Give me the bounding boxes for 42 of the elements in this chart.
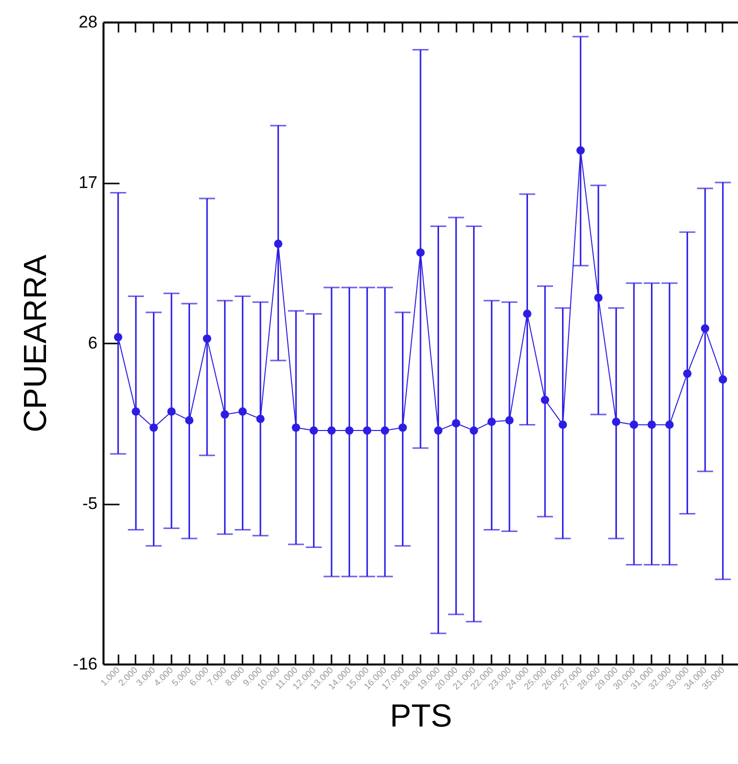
point	[362, 426, 372, 435]
point	[558, 420, 567, 429]
point	[540, 396, 550, 404]
point	[292, 423, 300, 432]
point	[612, 418, 620, 426]
point	[648, 420, 656, 429]
y-tick-label: 6	[88, 334, 98, 352]
point	[700, 324, 710, 333]
point	[310, 426, 318, 435]
point	[167, 407, 176, 416]
point	[274, 240, 282, 248]
point	[238, 407, 247, 416]
point	[718, 375, 728, 384]
y-tick-label: 17	[78, 173, 98, 192]
point	[185, 416, 194, 425]
point	[630, 420, 638, 429]
point	[505, 416, 514, 425]
point	[683, 369, 692, 378]
point	[434, 426, 442, 435]
point	[523, 310, 532, 318]
point	[327, 426, 336, 435]
y-tick-label: 28	[78, 12, 98, 32]
point	[594, 294, 603, 302]
point	[416, 248, 425, 257]
x-axis-title: PTS	[390, 698, 452, 734]
point	[150, 423, 158, 432]
point	[345, 426, 354, 435]
point	[256, 414, 265, 424]
point	[114, 332, 122, 342]
point	[576, 146, 585, 155]
y-tick-label: -5	[82, 494, 98, 513]
point	[665, 420, 674, 429]
point	[380, 426, 390, 435]
point	[398, 423, 407, 432]
point	[202, 334, 212, 343]
y-tick-label: -16	[72, 654, 98, 674]
point	[487, 418, 496, 426]
point	[220, 410, 230, 419]
point	[452, 419, 460, 428]
y-axis-title: CPUEARRA	[16, 254, 53, 432]
point	[470, 426, 478, 435]
point	[132, 407, 140, 416]
